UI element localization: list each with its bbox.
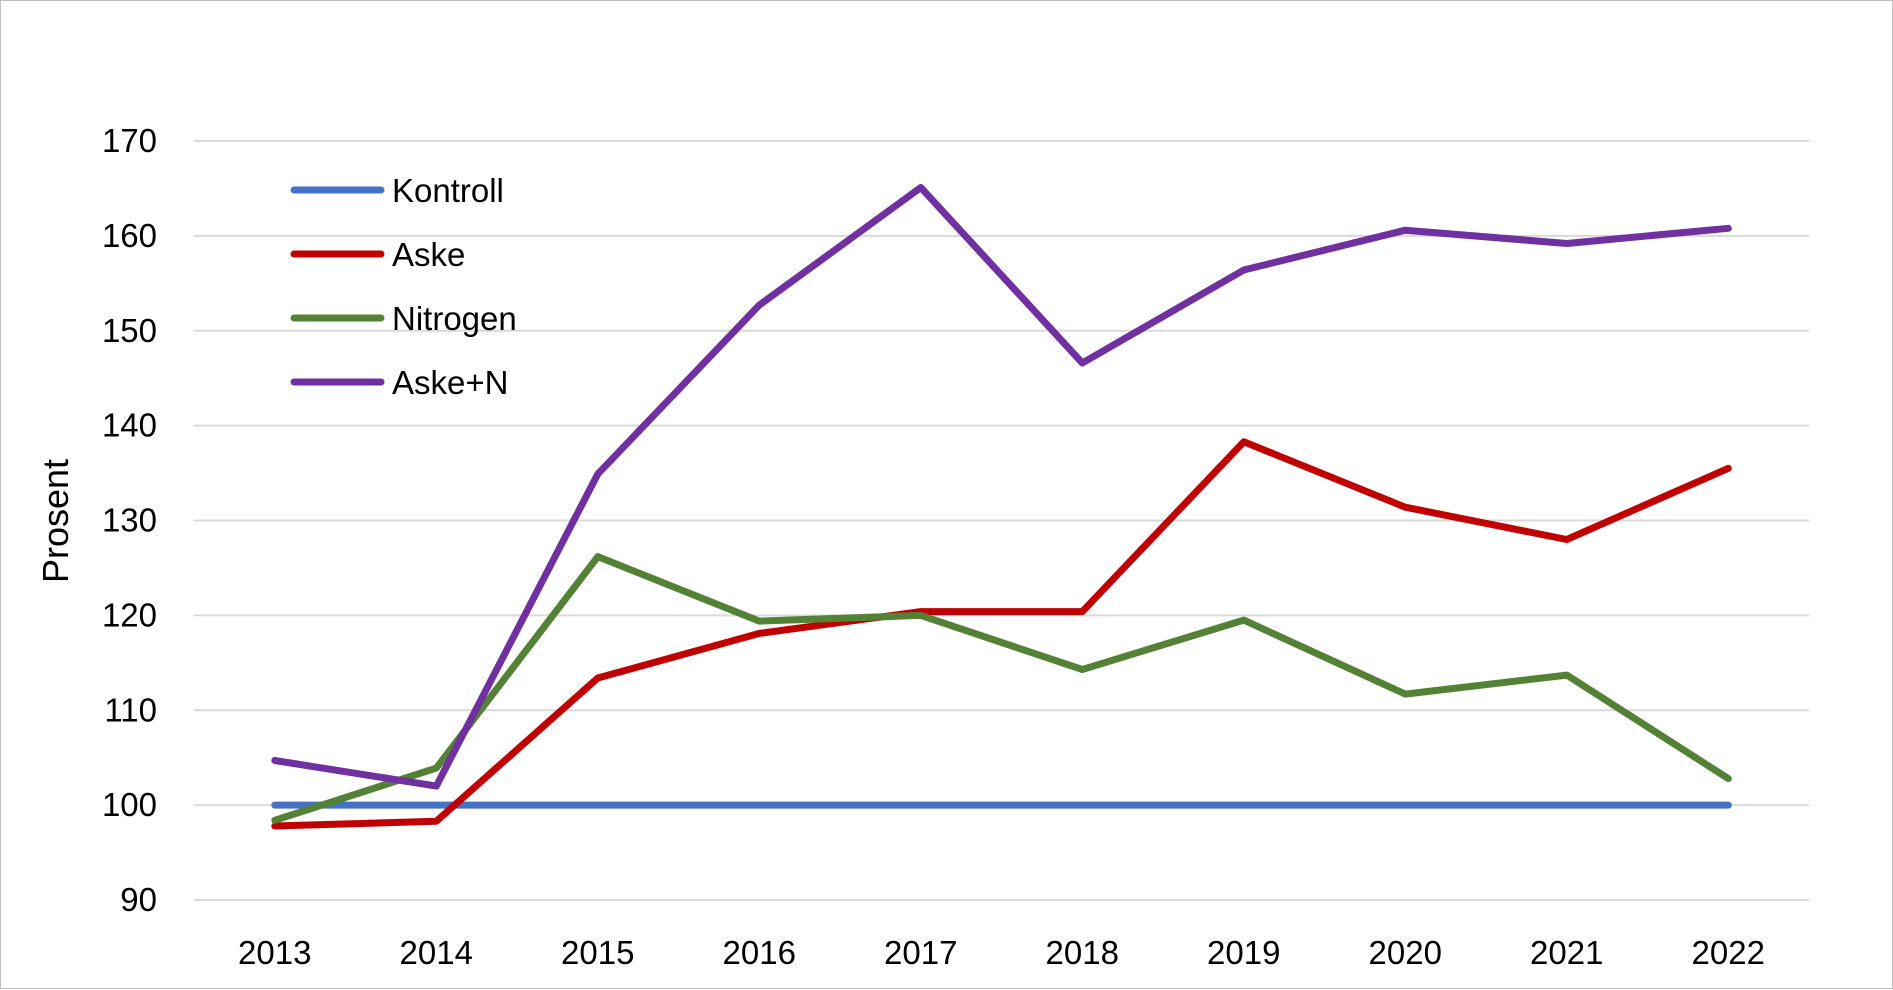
y-tick-label: 100 bbox=[102, 786, 157, 823]
y-axis-title: Prosent bbox=[35, 459, 76, 583]
x-tick-label: 2022 bbox=[1692, 934, 1765, 971]
legend: Kontroll Aske Nitrogen Aske+N bbox=[290, 172, 517, 401]
y-tick-label: 150 bbox=[102, 312, 157, 349]
y-tick-label: 130 bbox=[102, 502, 157, 539]
y-tick-label: 120 bbox=[102, 596, 157, 633]
y-tick-label: 90 bbox=[120, 881, 157, 918]
legend-label: Kontroll bbox=[392, 172, 504, 209]
x-tick-label: 2014 bbox=[400, 934, 473, 971]
legend-label: Aske bbox=[392, 236, 465, 273]
x-tick-label: 2020 bbox=[1369, 934, 1442, 971]
x-tick-label: 2021 bbox=[1530, 934, 1603, 971]
x-tick-label: 2016 bbox=[723, 934, 796, 971]
y-tick-label: 170 bbox=[102, 122, 157, 159]
series-lines bbox=[271, 184, 1732, 830]
y-axis-tick-labels: 90 100 110 120 130 140 150 160 170 bbox=[102, 122, 157, 918]
series-line-aske-n bbox=[271, 184, 1732, 790]
x-tick-label: 2017 bbox=[884, 934, 957, 971]
x-tick-label: 2018 bbox=[1046, 934, 1119, 971]
legend-label: Aske+N bbox=[392, 364, 508, 401]
x-axis-tick-labels: 2013 2014 2015 2016 2017 2018 2019 2020 2021 2022 bbox=[238, 934, 1765, 971]
y-tick-label: 160 bbox=[102, 217, 157, 254]
series-line-nitrogen bbox=[271, 553, 1732, 824]
x-tick-label: 2015 bbox=[561, 934, 634, 971]
series-line-aske bbox=[271, 438, 1732, 830]
y-tick-label: 140 bbox=[102, 407, 157, 444]
y-tick-label: 110 bbox=[104, 691, 157, 728]
x-tick-label: 2013 bbox=[238, 934, 311, 971]
x-tick-label: 2019 bbox=[1207, 934, 1280, 971]
legend-label: Nitrogen bbox=[392, 300, 517, 337]
